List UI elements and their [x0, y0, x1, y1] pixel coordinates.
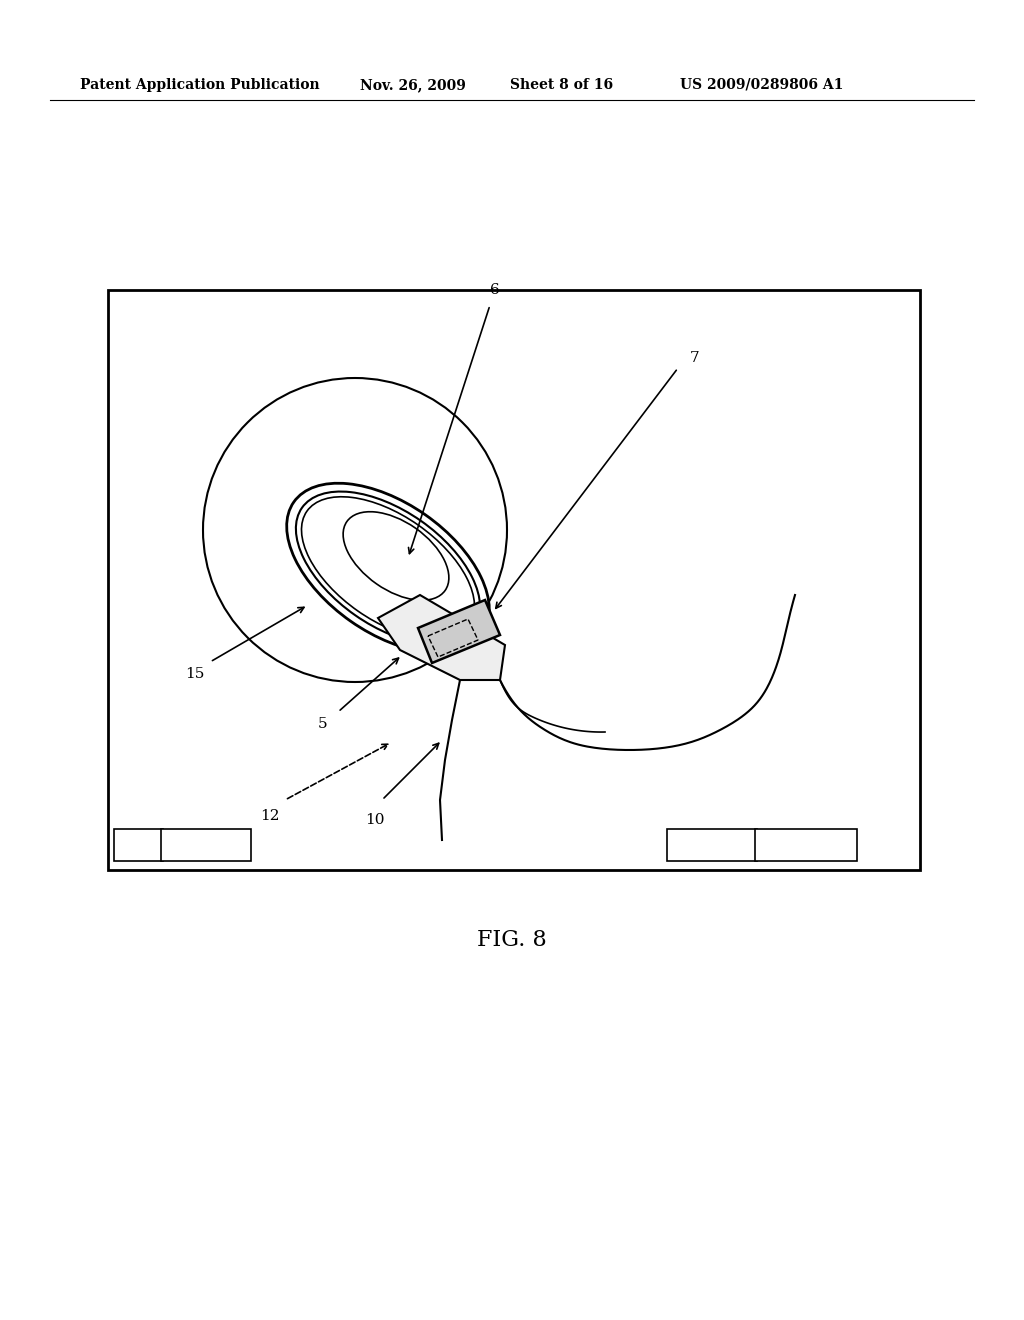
- Text: 15: 15: [185, 667, 205, 681]
- FancyBboxPatch shape: [114, 829, 163, 861]
- Text: 12: 12: [260, 809, 280, 822]
- Bar: [108, 290, 920, 870]
- Text: 6: 6: [490, 282, 500, 297]
- FancyBboxPatch shape: [667, 829, 757, 861]
- Text: Lateral: Lateral: [184, 838, 228, 851]
- FancyBboxPatch shape: [755, 829, 857, 861]
- Text: Nov. 26, 2009: Nov. 26, 2009: [360, 78, 466, 92]
- Polygon shape: [418, 601, 500, 663]
- Text: Zoom In: Zoom In: [686, 838, 737, 851]
- Text: US 2009/0289806 A1: US 2009/0289806 A1: [680, 78, 844, 92]
- Text: Sheet 8 of 16: Sheet 8 of 16: [510, 78, 613, 92]
- Text: AP: AP: [130, 838, 146, 851]
- Text: 5: 5: [318, 717, 328, 731]
- Text: Zoom Out: Zoom Out: [775, 838, 838, 851]
- Text: FIG. 8: FIG. 8: [477, 929, 547, 950]
- Text: 10: 10: [366, 813, 385, 828]
- Text: 7: 7: [690, 351, 699, 366]
- Polygon shape: [378, 595, 505, 680]
- Text: Patent Application Publication: Patent Application Publication: [80, 78, 319, 92]
- FancyBboxPatch shape: [161, 829, 251, 861]
